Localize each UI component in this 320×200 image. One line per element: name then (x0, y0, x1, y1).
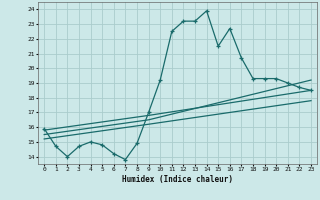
X-axis label: Humidex (Indice chaleur): Humidex (Indice chaleur) (122, 175, 233, 184)
